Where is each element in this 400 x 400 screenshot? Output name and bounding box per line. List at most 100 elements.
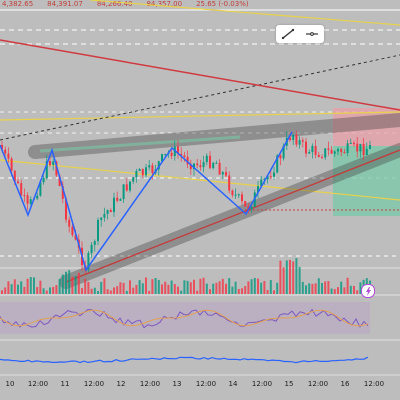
volume-bar bbox=[113, 287, 115, 294]
candle-body bbox=[87, 253, 90, 270]
volume-bar bbox=[135, 284, 138, 294]
volume-bar bbox=[154, 278, 157, 294]
candle-body bbox=[196, 163, 199, 166]
volume-bar bbox=[209, 289, 211, 294]
zigzag-pattern bbox=[0, 131, 293, 272]
candle-body bbox=[308, 152, 311, 154]
volume-bar bbox=[321, 283, 323, 294]
volume-bar bbox=[285, 260, 288, 294]
volume-bar bbox=[324, 281, 327, 294]
candle-body bbox=[7, 153, 10, 159]
volume-bar bbox=[205, 283, 208, 294]
time-tick: 12:00 bbox=[195, 380, 217, 388]
candle-body bbox=[321, 156, 323, 158]
volume-bar bbox=[276, 282, 279, 294]
candle-body bbox=[74, 235, 77, 240]
ohlc-open: 4,382.65 bbox=[2, 0, 34, 8]
volume-bar bbox=[148, 290, 151, 294]
volume-bar bbox=[17, 284, 19, 294]
candle-body bbox=[273, 172, 275, 177]
volume-bar bbox=[74, 275, 77, 294]
horizontal-line-icon[interactable] bbox=[303, 27, 321, 41]
time-tick: 15 bbox=[284, 380, 294, 388]
candle-body bbox=[122, 184, 125, 200]
volume-bar bbox=[170, 280, 173, 294]
volume-bar bbox=[247, 281, 250, 294]
candle-body bbox=[65, 198, 67, 220]
volume-bar bbox=[218, 281, 221, 294]
candle-body bbox=[164, 154, 167, 156]
candle-body bbox=[119, 199, 122, 201]
pencil-line-icon[interactable] bbox=[279, 27, 297, 41]
volume-bar bbox=[103, 278, 106, 294]
candle-body bbox=[324, 148, 327, 158]
candle-body bbox=[135, 170, 138, 178]
ohlc-close: 84,357.00 bbox=[146, 0, 183, 8]
volume-bar bbox=[228, 278, 231, 294]
candle-body bbox=[225, 172, 227, 176]
ohlc-change: 25.65 (-0.03%) bbox=[196, 0, 249, 8]
candle-body bbox=[269, 176, 272, 178]
candle-body bbox=[263, 179, 266, 181]
green-band-accent bbox=[39, 135, 241, 153]
candle-body bbox=[305, 141, 307, 154]
volume-bar bbox=[189, 282, 192, 294]
candle-body bbox=[346, 143, 349, 153]
candle-body bbox=[55, 161, 58, 176]
volume-bar bbox=[39, 280, 42, 294]
volume-bar bbox=[212, 283, 215, 294]
volume-bar bbox=[109, 290, 112, 294]
candle-body bbox=[237, 194, 240, 196]
candle-body bbox=[161, 154, 163, 162]
candle-body bbox=[61, 185, 64, 199]
candle-body bbox=[125, 184, 128, 191]
candle-body bbox=[42, 178, 45, 183]
candle-body bbox=[333, 151, 336, 154]
candle-body bbox=[218, 162, 221, 175]
volume-bar bbox=[317, 278, 320, 294]
yellow-channel-line bbox=[0, 111, 400, 121]
long-position-loss-zone bbox=[333, 108, 400, 146]
volume-bar bbox=[340, 281, 343, 294]
volume-bar bbox=[196, 290, 199, 294]
lightning-bolt-icon[interactable] bbox=[361, 284, 375, 298]
volume-bar bbox=[253, 277, 256, 294]
candle-body bbox=[349, 142, 352, 144]
volume-bar bbox=[282, 267, 285, 294]
candle-body bbox=[151, 165, 154, 173]
candle-body bbox=[157, 161, 160, 170]
candle-body bbox=[45, 161, 48, 179]
time-tick: 12:00 bbox=[83, 380, 105, 388]
volume-bars bbox=[1, 258, 371, 294]
volume-bar bbox=[266, 290, 269, 294]
candle-body bbox=[68, 219, 71, 227]
volume-bar bbox=[26, 278, 29, 294]
volume-bar bbox=[42, 288, 45, 294]
candle-body bbox=[26, 195, 29, 204]
candle-body bbox=[279, 155, 282, 159]
candle-body bbox=[93, 241, 96, 245]
volume-bar bbox=[106, 289, 109, 294]
volume-bar bbox=[84, 278, 87, 294]
candle-body bbox=[311, 145, 314, 153]
volume-bar bbox=[337, 287, 339, 294]
candle-body bbox=[231, 190, 234, 196]
candle-body bbox=[292, 134, 295, 141]
volume-bar bbox=[202, 277, 205, 294]
time-tick: 12:00 bbox=[251, 380, 273, 388]
candle-body bbox=[39, 182, 42, 196]
volume-bar bbox=[87, 281, 90, 294]
volume-bar bbox=[68, 270, 71, 294]
volume-bar bbox=[330, 288, 333, 294]
candle-body bbox=[228, 175, 231, 191]
volume-bar bbox=[225, 283, 227, 294]
ohlc-low: 84,266.40 bbox=[96, 0, 133, 8]
volume-bar bbox=[151, 279, 154, 294]
volume-bar bbox=[55, 285, 58, 294]
volume-bar bbox=[231, 286, 234, 294]
candle-body bbox=[52, 161, 55, 165]
volume-bar bbox=[119, 282, 122, 294]
volume-bar bbox=[301, 281, 304, 294]
